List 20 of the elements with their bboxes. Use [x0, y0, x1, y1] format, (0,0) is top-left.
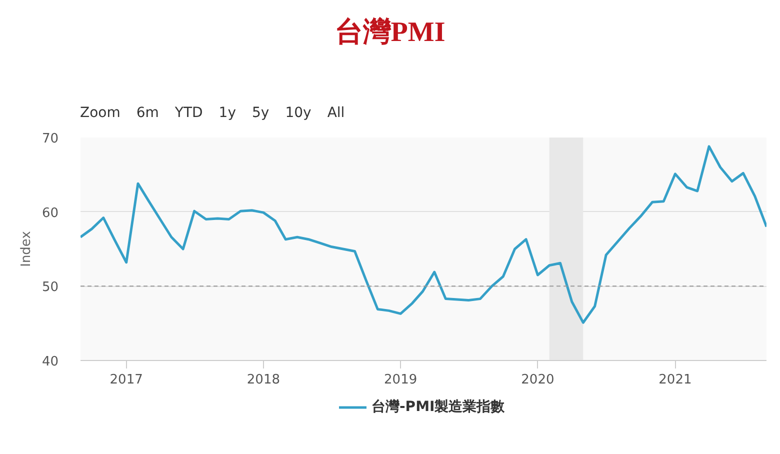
chart-title: 台灣PMI [334, 16, 446, 50]
x-tick-label: 2019 [384, 372, 418, 388]
text: 5y [252, 105, 270, 121]
text: YTD [174, 105, 203, 121]
y-tick-label: 70 [42, 132, 59, 146]
text: 6m [136, 105, 159, 121]
x-tick-label: 2018 [246, 372, 280, 388]
y-tick-label: 60 [42, 206, 59, 221]
text: Zoom [80, 105, 120, 121]
y-tick-label: 40 [42, 354, 59, 370]
y-axis-title: Index [18, 230, 34, 267]
x-tick-label: 2021 [658, 372, 692, 388]
text: 1y [218, 105, 236, 121]
text: 10y [285, 105, 312, 121]
legend-label: 台灣-PMI製造業指數 [372, 398, 506, 416]
x-tick-label: 2020 [521, 372, 554, 388]
x-tick-label: 2017 [110, 372, 143, 388]
text: All [327, 105, 345, 121]
line-series [80, 145, 766, 324]
y-tick-label: 50 [42, 280, 59, 296]
